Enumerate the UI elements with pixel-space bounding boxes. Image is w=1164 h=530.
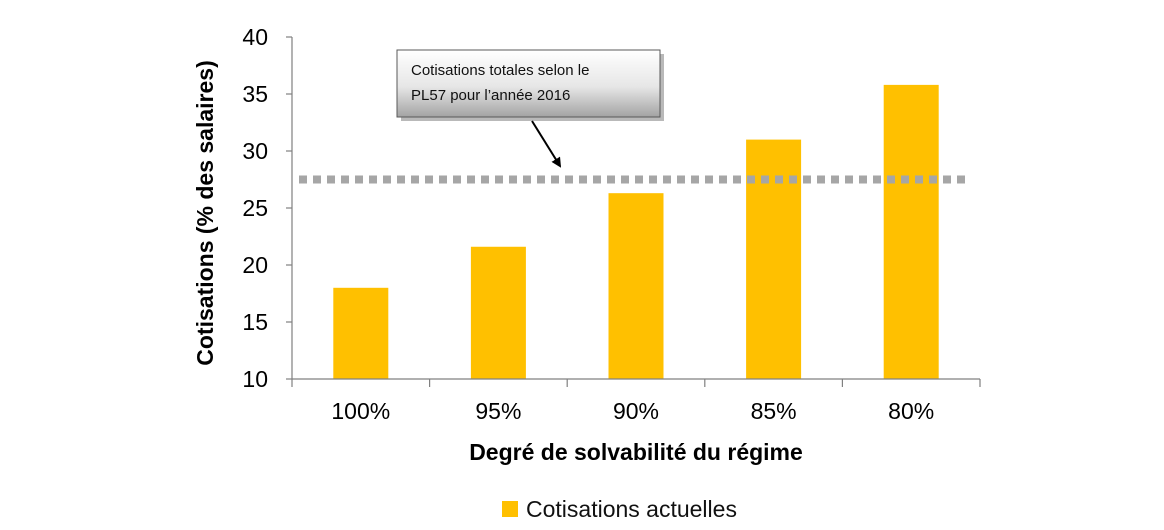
y-tick-label: 30 [242,138,268,164]
y-axis-ticks: 10 15 20 25 30 35 40 [242,24,292,392]
y-tick-label: 20 [242,252,268,278]
y-tick-label: 40 [242,24,268,50]
bar [470,246,526,379]
annotation-line-2: PL57 pour l’année 2016 [411,87,570,104]
x-tick-label: 90% [613,398,659,424]
annotation: Cotisations totales selon le PL57 pour l… [396,49,664,168]
y-tick-label: 25 [242,195,268,221]
annotation-box [396,49,661,118]
x-tick-label: 80% [888,398,934,424]
x-tick-label: 95% [475,398,521,424]
bars [333,84,939,379]
x-axis-title: Degré de solvabilité du régime [469,439,803,465]
legend-swatch [502,501,518,517]
y-tick-label: 10 [242,366,268,392]
legend: Cotisations actuelles [502,496,737,522]
bar [333,287,389,379]
x-tick-label: 85% [751,398,797,424]
bar [883,84,939,379]
axes [291,37,980,380]
legend-label: Cotisations actuelles [526,496,737,522]
x-tick-label: 100% [331,398,390,424]
bar [608,193,664,379]
annotation-arrow [531,120,562,168]
y-tick-label: 15 [242,309,268,335]
annotation-line-1: Cotisations totales selon le [411,62,589,79]
y-axis-title: Cotisations (% des salaires) [192,60,218,366]
x-axis-ticks: 100% 95% 90% 85% 80% [291,379,981,424]
y-tick-label: 35 [242,81,268,107]
